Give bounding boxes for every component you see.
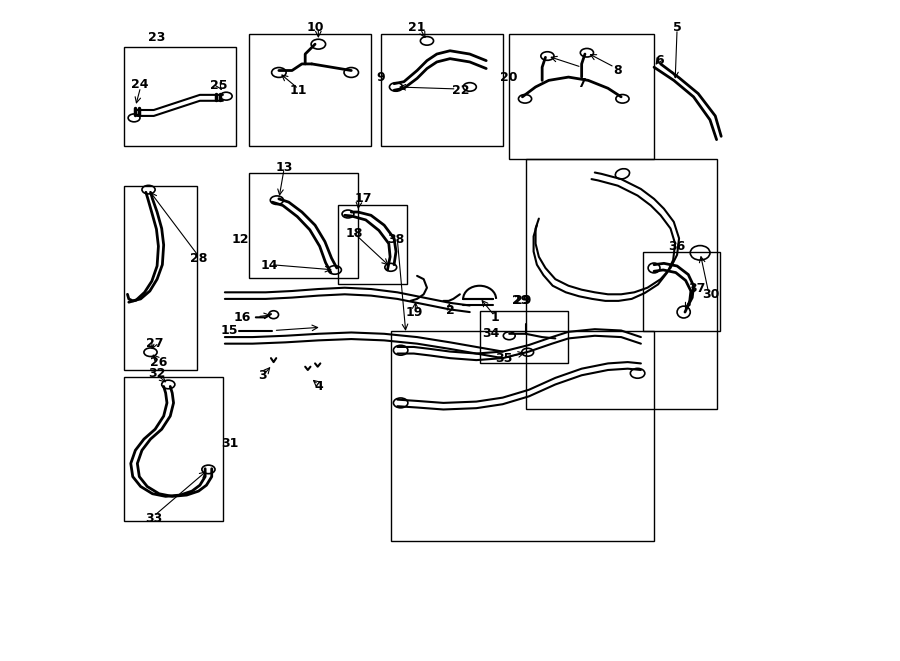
Text: 1: 1 [491,311,500,324]
Text: 19: 19 [405,305,422,319]
Text: 29: 29 [512,294,529,307]
Text: 15: 15 [220,324,238,337]
Text: 3: 3 [258,369,266,382]
Text: 37: 37 [688,282,706,295]
Text: 4: 4 [314,380,323,393]
Text: 24: 24 [130,79,148,91]
Text: 23: 23 [148,31,166,44]
Text: 12: 12 [232,233,249,246]
Text: 22: 22 [453,84,470,97]
Text: 20: 20 [500,71,518,83]
Text: 5: 5 [672,21,681,34]
Text: 11: 11 [290,84,308,97]
Text: 2: 2 [446,304,454,317]
Text: 10: 10 [306,21,324,34]
Text: 9: 9 [376,71,385,83]
Text: 26: 26 [149,356,167,369]
Text: 21: 21 [409,21,426,34]
Text: 7: 7 [577,77,586,90]
Text: 27: 27 [147,336,164,350]
Text: 13: 13 [275,161,292,174]
Text: 38: 38 [387,233,405,246]
Text: 29: 29 [514,294,531,307]
Text: 34: 34 [482,327,500,340]
Text: 30: 30 [702,288,719,301]
Text: 33: 33 [145,512,162,525]
Text: 31: 31 [220,437,238,450]
Text: 36: 36 [669,240,686,253]
Text: 35: 35 [495,352,513,366]
Text: 18: 18 [346,227,363,239]
Text: 28: 28 [190,252,207,264]
Text: 32: 32 [148,367,166,380]
Text: 25: 25 [210,79,227,92]
Text: 8: 8 [614,64,622,77]
Text: 16: 16 [234,311,251,325]
Text: 14: 14 [260,260,278,272]
Text: 17: 17 [355,192,372,206]
Text: 6: 6 [655,54,663,67]
